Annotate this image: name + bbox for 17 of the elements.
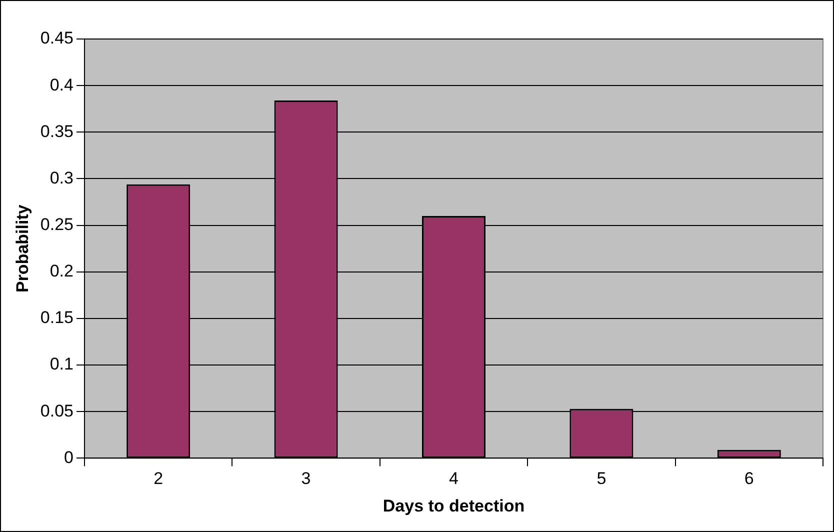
y-tick-label: 0.3 <box>50 168 74 188</box>
y-tick-label: 0.2 <box>50 262 74 281</box>
y-tick-label: 0.05 <box>40 401 74 420</box>
y-tick-label: 0.25 <box>40 215 74 234</box>
y-tick-label: 0.15 <box>40 308 74 328</box>
x-tick-label: 4 <box>449 469 458 488</box>
y-axis-title: Probability <box>12 204 32 293</box>
x-tick-label: 2 <box>154 469 164 488</box>
y-tick-label: 0.1 <box>50 354 74 374</box>
y-tick-label: 0 <box>64 448 74 467</box>
y-tick-label: 0.35 <box>40 122 74 141</box>
x-axis-title: Days to detection <box>382 496 525 516</box>
x-tick-label: 6 <box>744 469 754 488</box>
x-tick-label: 3 <box>301 469 311 488</box>
y-tick-label: 0.45 <box>40 28 74 48</box>
y-tick-label: 0.4 <box>50 75 74 94</box>
x-tick-label: 5 <box>596 469 606 488</box>
